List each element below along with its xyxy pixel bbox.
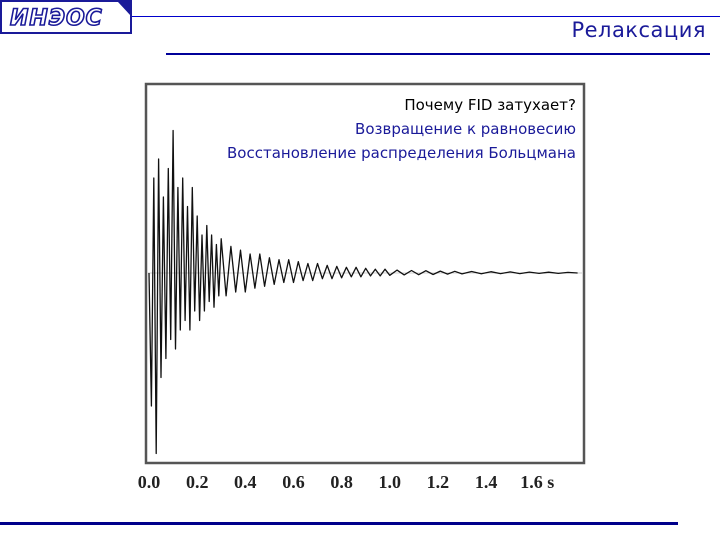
fid-signal-line [148,129,578,455]
x-tick-label: 1.6 s [520,472,554,492]
plot-frame [144,82,586,465]
header-rule [132,16,720,17]
annotation-question: Почему FID затухает? [404,96,576,114]
logo-text: ИНЭОС [10,6,103,31]
x-tick-label: 1.2 [427,472,450,492]
title-underline [166,53,710,55]
inzos-logo: ИНЭОС [0,0,132,34]
x-tick-label: 1.4 [475,472,498,492]
slide-title: Релаксация [571,18,706,42]
annotation-boltzmann: Восстановление распределения Больцмана [227,144,576,162]
x-tick-label: 0.2 [186,472,209,492]
x-tick-label: 0.8 [330,472,353,492]
x-tick-labels: 0.0 0.2 0.4 0.6 0.8 1.0 1.2 1.4 1.6 s [138,472,555,492]
logo-corner [118,2,131,16]
annotation-equilibrium: Возвращение к равновесию [355,120,576,138]
x-tick-label: 0.6 [282,472,305,492]
logo-frame [0,0,132,34]
bottom-rule [0,522,678,525]
x-tick-label: 0.0 [138,472,161,492]
x-tick-label: 0.4 [234,472,257,492]
x-tick-label: 1.0 [379,472,402,492]
series-layer [148,129,578,455]
